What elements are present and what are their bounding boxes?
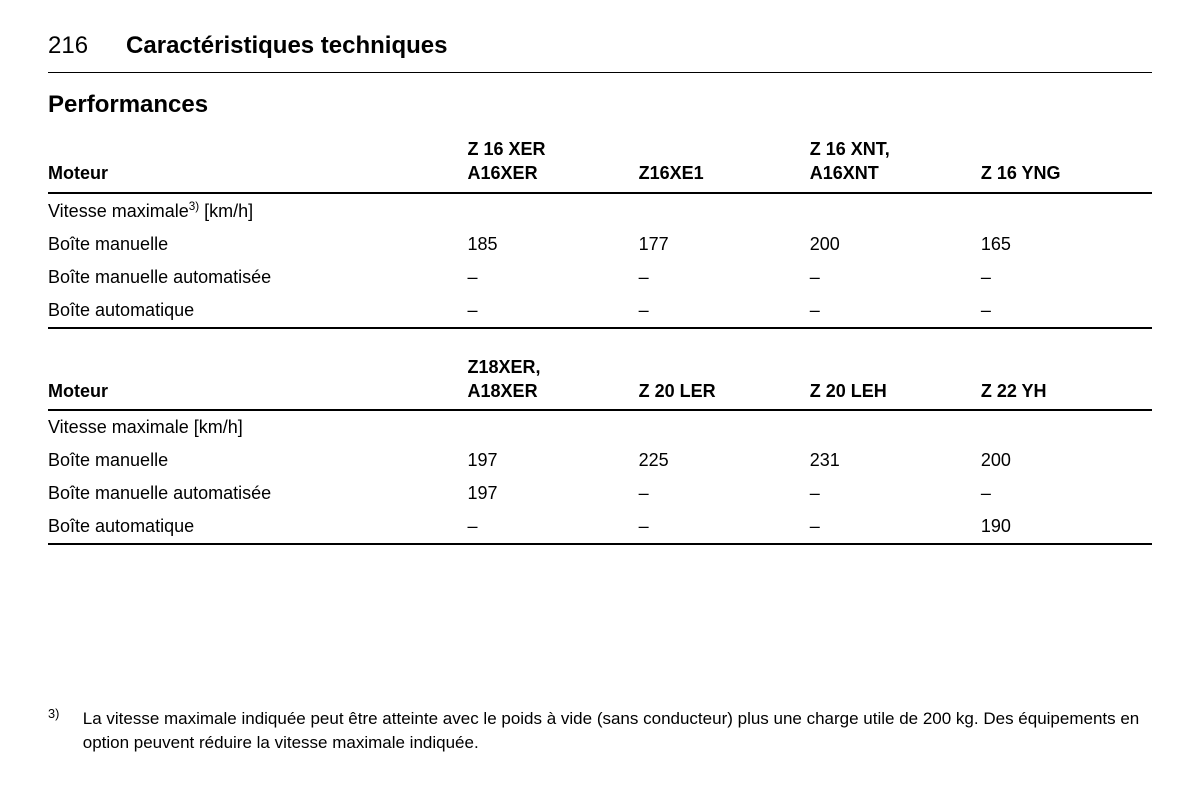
col-header: Z 16 XNT,A16XNT	[810, 133, 981, 193]
cell: 200	[810, 228, 981, 261]
sub-header-row: Vitesse maximale [km/h]	[48, 410, 1152, 444]
cell: 185	[468, 228, 639, 261]
cell: –	[468, 261, 639, 294]
cell: –	[468, 510, 639, 544]
col-header: Z18XER,A18XER	[468, 351, 639, 411]
cell: –	[639, 477, 810, 510]
row-label: Boîte manuelle	[48, 228, 468, 261]
row-label: Boîte automatique	[48, 294, 468, 328]
cell: 165	[981, 228, 1152, 261]
cell: 225	[639, 444, 810, 477]
cell: 197	[468, 444, 639, 477]
cell: –	[981, 294, 1152, 328]
col-header-label: Moteur	[48, 133, 468, 193]
table-header-row: Moteur Z18XER,A18XER Z 20 LER Z 20 LEH Z…	[48, 351, 1152, 411]
cell: 177	[639, 228, 810, 261]
subhead-text: Vitesse maximale	[48, 201, 189, 221]
col-header: Z 20 LER	[639, 351, 810, 411]
cell: –	[810, 294, 981, 328]
cell: 190	[981, 510, 1152, 544]
footnote-text: La vitesse maximale indiquée peut être a…	[83, 707, 1151, 756]
footnote: 3) La vitesse maximale indiquée peut êtr…	[48, 707, 1152, 756]
page-header: 216 Caractéristiques techniques	[48, 32, 1152, 73]
table-row: Boîte automatique – – – –	[48, 294, 1152, 328]
cell: 200	[981, 444, 1152, 477]
col-header: Z 20 LEH	[810, 351, 981, 411]
sub-header: Vitesse maximale3) [km/h]	[48, 193, 1152, 228]
page-container: 216 Caractéristiques techniques Performa…	[0, 0, 1200, 565]
footnote-ref: 3)	[189, 200, 199, 213]
cell: –	[981, 477, 1152, 510]
footnote-marker: 3)	[48, 705, 78, 723]
sub-header-row: Vitesse maximale3) [km/h]	[48, 193, 1152, 228]
col-header: Z 16 XERA16XER	[468, 133, 639, 193]
section-title: Performances	[48, 91, 1152, 119]
table-header-row: Moteur Z 16 XERA16XER Z16XE1 Z 16 XNT,A1…	[48, 133, 1152, 193]
cell: 197	[468, 477, 639, 510]
table-row: Boîte manuelle 185 177 200 165	[48, 228, 1152, 261]
col-header: Z 16 YNG	[981, 133, 1152, 193]
performance-table-1: Moteur Z 16 XERA16XER Z16XE1 Z 16 XNT,A1…	[48, 133, 1152, 329]
row-label: Boîte manuelle	[48, 444, 468, 477]
cell: –	[639, 294, 810, 328]
col-header: Z16XE1	[639, 133, 810, 193]
table-row: Boîte automatique – – – 190	[48, 510, 1152, 544]
table-row: Boîte manuelle automatisée 197 – – –	[48, 477, 1152, 510]
cell: 231	[810, 444, 981, 477]
row-label: Boîte manuelle automatisée	[48, 261, 468, 294]
col-header: Z 22 YH	[981, 351, 1152, 411]
page-title: Caractéristiques techniques	[126, 32, 447, 60]
table-row: Boîte manuelle 197 225 231 200	[48, 444, 1152, 477]
row-label: Boîte manuelle automatisée	[48, 477, 468, 510]
row-label: Boîte automatique	[48, 510, 468, 544]
cell: –	[639, 510, 810, 544]
performance-table-2: Moteur Z18XER,A18XER Z 20 LER Z 20 LEH Z…	[48, 351, 1152, 546]
table-row: Boîte manuelle automatisée – – – –	[48, 261, 1152, 294]
sub-header: Vitesse maximale [km/h]	[48, 410, 1152, 444]
page-number: 216	[48, 32, 88, 60]
cell: –	[981, 261, 1152, 294]
cell: –	[810, 510, 981, 544]
col-header-label: Moteur	[48, 351, 468, 411]
cell: –	[810, 477, 981, 510]
cell: –	[468, 294, 639, 328]
cell: –	[810, 261, 981, 294]
subhead-unit: [km/h]	[199, 201, 253, 221]
cell: –	[639, 261, 810, 294]
